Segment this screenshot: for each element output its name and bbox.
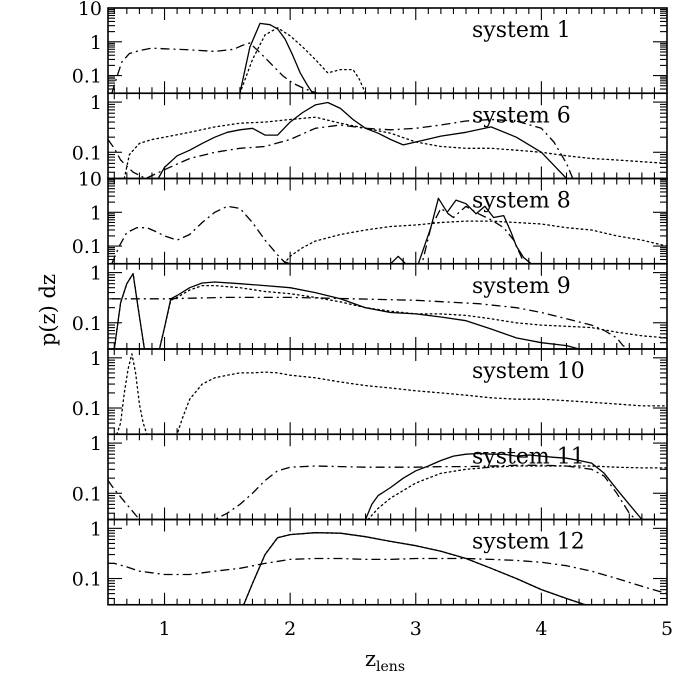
series-solid bbox=[239, 22, 314, 94]
panel-frame bbox=[107, 177, 668, 265]
panel-title: system 10 bbox=[472, 359, 585, 384]
panel-frame bbox=[107, 92, 668, 180]
y-tick-label: 1 bbox=[90, 202, 102, 224]
y-tick-label: 1 bbox=[90, 92, 102, 114]
x-axis-label-main: z bbox=[365, 647, 376, 671]
series-solid bbox=[390, 197, 532, 264]
series-dotted bbox=[283, 220, 667, 264]
x-tick-label: 5 bbox=[661, 618, 673, 640]
panel-frame bbox=[107, 7, 668, 95]
y-tick-label: 1 bbox=[90, 433, 102, 455]
panel-frame bbox=[107, 262, 668, 350]
series-group bbox=[111, 197, 667, 264]
panel-4: 0.1 1 system 9 bbox=[72, 262, 668, 350]
series-solid bbox=[364, 452, 643, 520]
panel-title: system 1 bbox=[472, 18, 571, 43]
series-solid bbox=[157, 101, 567, 179]
panel-title: system 8 bbox=[472, 189, 571, 214]
panel-title: system 9 bbox=[472, 274, 571, 299]
panels: 0.1 1 10 system 1 0.1 1 system 6 0.1 1 10 system 8… bbox=[72, 0, 668, 606]
series-dashdot bbox=[111, 205, 524, 264]
panel-title: system 11 bbox=[472, 444, 585, 469]
series-dotted bbox=[123, 116, 667, 179]
panel-2: 0.1 1 system 6 bbox=[72, 92, 668, 180]
series-group bbox=[108, 101, 667, 179]
y-tick-label: 10 bbox=[78, 0, 102, 20]
panel-1: 0.1 1 10 system 1 bbox=[72, 0, 668, 95]
series-group bbox=[108, 452, 667, 520]
series-dashdot bbox=[108, 464, 637, 520]
panel-title: system 6 bbox=[472, 103, 571, 128]
series-dashdot bbox=[111, 296, 630, 349]
x-axis-label-sub: lens bbox=[376, 659, 405, 675]
x-tick-labels: 1 2 3 4 5 bbox=[158, 618, 673, 640]
series-dotted bbox=[243, 532, 586, 605]
series-group bbox=[111, 273, 667, 349]
series-dotted bbox=[367, 465, 667, 520]
y-tick-label: 1 bbox=[90, 348, 102, 370]
y-tick-label: 0.1 bbox=[72, 313, 102, 335]
x-tick-label: 3 bbox=[410, 618, 422, 640]
panel-5: 0.1 1 system 10 bbox=[72, 348, 668, 436]
y-tick-label: 1 bbox=[90, 263, 102, 285]
panel-3: 0.1 1 10 system 8 bbox=[72, 169, 668, 265]
y-tick-label: 0.1 bbox=[72, 142, 102, 164]
y-tick-label: 0.1 bbox=[72, 236, 102, 258]
panel-frame bbox=[107, 518, 668, 606]
y-tick-label: 10 bbox=[78, 169, 102, 191]
series-solid bbox=[113, 273, 580, 349]
x-axis-label: zlens bbox=[365, 647, 405, 675]
y-tick-label: 0.1 bbox=[72, 569, 102, 591]
series-dotted bbox=[116, 353, 667, 435]
series-group bbox=[116, 353, 667, 435]
y-axis-label: p(z) dz bbox=[36, 274, 60, 346]
y-tick-label: 0.1 bbox=[72, 398, 102, 420]
y-tick-label: 0.1 bbox=[72, 66, 102, 88]
y-tick-label: 1 bbox=[90, 32, 102, 54]
series-group bbox=[111, 22, 367, 94]
x-tick-label: 1 bbox=[158, 618, 170, 640]
panel-6: 0.1 1 system 11 bbox=[72, 433, 668, 521]
series-dashdot bbox=[108, 557, 667, 595]
panel-7: 0.1 1 system 12 bbox=[72, 518, 668, 606]
panel-title: system 12 bbox=[472, 530, 585, 555]
series-dashdot bbox=[111, 42, 319, 94]
series-dotted bbox=[239, 27, 367, 94]
x-tick-label: 2 bbox=[284, 618, 296, 640]
x-tick-label: 4 bbox=[535, 618, 547, 640]
y-tick-label: 0.1 bbox=[72, 483, 102, 505]
series-dotted bbox=[113, 273, 667, 349]
y-tick-label: 1 bbox=[90, 518, 102, 540]
series-dashdot bbox=[108, 118, 574, 179]
series-group bbox=[108, 532, 667, 605]
